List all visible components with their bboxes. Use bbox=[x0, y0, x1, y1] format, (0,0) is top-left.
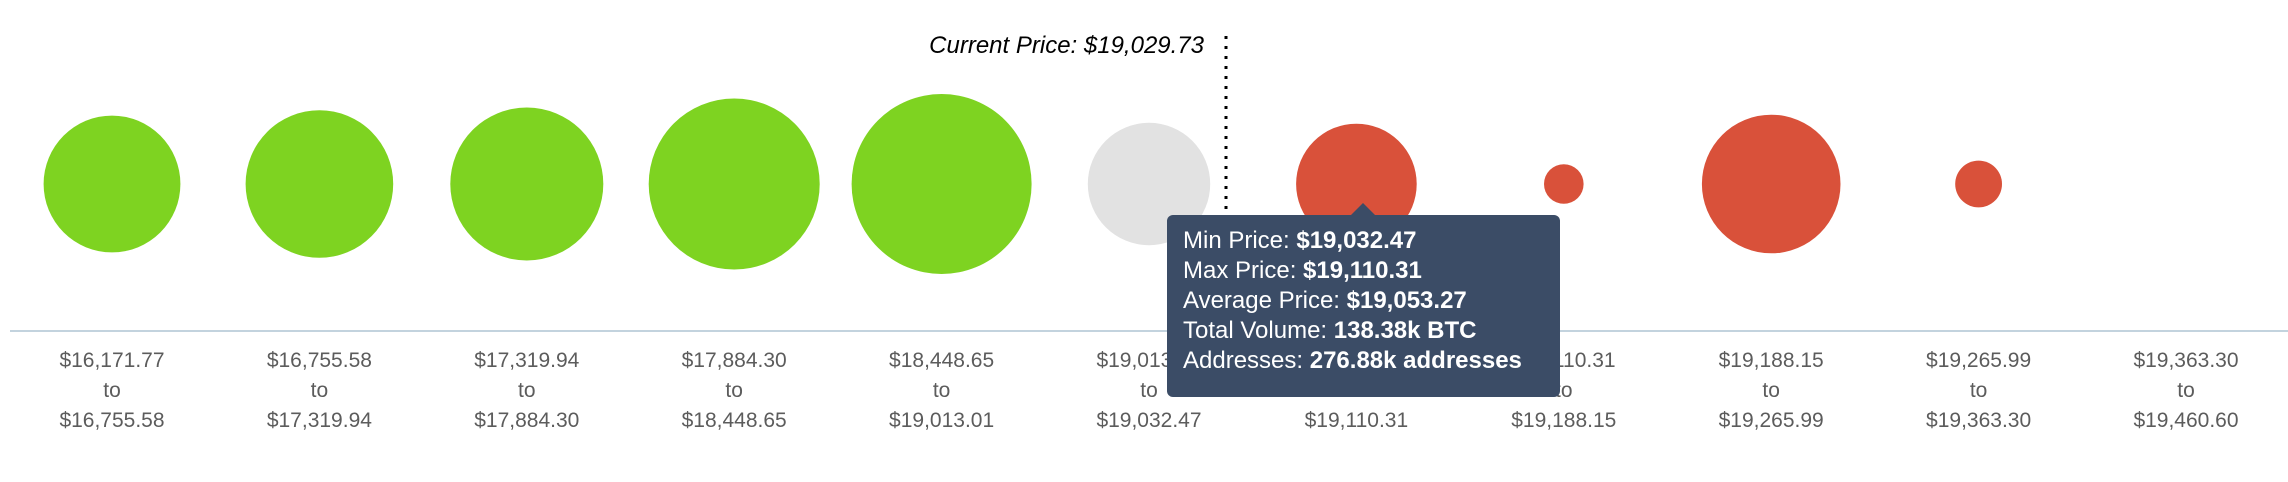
range-label-4: $18,448.65 to $19,013.01 bbox=[847, 346, 1037, 436]
tooltip-arrow bbox=[1350, 203, 1376, 216]
range-label-to-word: to bbox=[518, 379, 536, 402]
range-label-from: $18,448.65 bbox=[889, 349, 995, 372]
bubble-9[interactable] bbox=[1955, 160, 2002, 208]
range-label-to-word: to bbox=[103, 379, 121, 402]
range-label-to: $19,013.01 bbox=[889, 409, 995, 432]
range-label-from: $16,755.58 bbox=[266, 349, 372, 372]
bubble-0[interactable] bbox=[43, 115, 181, 253]
tooltip: Min Price: $19,032.47 Max Price: $19,110.… bbox=[1167, 215, 1560, 397]
range-label-1: $16,755.58 to $17,319.94 bbox=[224, 346, 414, 436]
range-label-to: $18,448.65 bbox=[681, 409, 787, 432]
bubble-4[interactable] bbox=[851, 94, 1032, 274]
range-label-from: $17,319.94 bbox=[474, 349, 580, 372]
tooltip-row-label: Average Price: bbox=[1183, 287, 1347, 314]
range-label-8: $19,188.15 to $19,265.99 bbox=[1676, 346, 1866, 436]
range-label-2: $17,319.94 to $17,884.30 bbox=[432, 346, 622, 436]
range-label-from: $16,171.77 bbox=[59, 349, 165, 372]
tooltip-row: Max Price: $19,110.31 bbox=[1183, 257, 1422, 285]
bubble-7[interactable] bbox=[1544, 164, 1584, 204]
bubble-1[interactable] bbox=[245, 110, 394, 258]
range-label-to: $19,188.15 bbox=[1511, 409, 1617, 432]
range-label-to-word: to bbox=[310, 379, 329, 402]
range-label-to: $17,884.30 bbox=[474, 409, 580, 432]
range-label-from: $17,884.30 bbox=[681, 349, 787, 372]
tooltip-row: Average Price: $19,053.27 bbox=[1183, 287, 1467, 315]
tooltip-row: Addresses: 276.88k addresses bbox=[1183, 347, 1522, 375]
range-label-to-word: to bbox=[932, 379, 951, 402]
bubble-8[interactable] bbox=[1701, 114, 1841, 254]
range-label-9: $19,265.99 to $19,363.30 bbox=[1884, 346, 2074, 436]
range-label-to-word: to bbox=[1140, 379, 1158, 402]
range-label-to: $19,460.60 bbox=[2133, 409, 2239, 432]
range-label-from: $19,363.30 bbox=[2133, 349, 2239, 372]
tooltip-row-label: Total Volume: bbox=[1183, 317, 1334, 344]
tooltip-row-value: $19,053.27 bbox=[1346, 287, 1467, 314]
range-label-to: $19,265.99 bbox=[1718, 409, 1824, 432]
range-label-to-word: to bbox=[725, 379, 743, 402]
range-label-3: $17,884.30 to $18,448.65 bbox=[639, 346, 829, 436]
range-label-to-word: to bbox=[1969, 379, 1988, 402]
tooltip-row-value: 276.88k addresses bbox=[1309, 347, 1522, 374]
tooltip-row-value: $19,032.47 bbox=[1296, 227, 1417, 254]
bubble-6[interactable] bbox=[1296, 123, 1417, 245]
range-label-to-word: to bbox=[2177, 379, 2195, 402]
tooltip-row-label: Min Price: bbox=[1183, 227, 1297, 254]
tooltip-row: Min Price: $19,032.47 bbox=[1183, 227, 1416, 255]
range-label-from: $19,265.99 bbox=[1926, 349, 2032, 372]
range-label-to: $16,755.58 bbox=[59, 409, 165, 432]
range-label-to: $19,032.47 bbox=[1096, 409, 1202, 432]
range-label-to: $17,319.94 bbox=[266, 409, 372, 432]
tooltip-row-value: 138.38k BTC bbox=[1333, 317, 1477, 344]
bubbles-group bbox=[43, 94, 2002, 274]
bubble-2[interactable] bbox=[450, 107, 604, 261]
bubble-3[interactable] bbox=[648, 98, 820, 270]
tooltip-row-label: Max Price: bbox=[1183, 257, 1304, 284]
bubble-5[interactable] bbox=[1087, 122, 1211, 246]
tooltip-row-label: Addresses: bbox=[1183, 347, 1310, 374]
range-label-0: $16,171.77 to $16,755.58 bbox=[17, 346, 207, 436]
range-label-to-word: to bbox=[1762, 379, 1780, 402]
tooltip-row-value: $19,110.31 bbox=[1303, 257, 1422, 284]
range-label-to: $19,110.31 bbox=[1304, 409, 1409, 432]
range-label-to: $19,363.30 bbox=[1926, 409, 2032, 432]
range-label-from: $19,188.15 bbox=[1718, 349, 1824, 372]
range-label-10: $19,363.30 to $19,460.60 bbox=[2091, 346, 2281, 436]
current-price-label: Current Price: $19,029.73 bbox=[929, 32, 1204, 59]
tooltip-row: Total Volume: 138.38k BTC bbox=[1183, 317, 1477, 345]
